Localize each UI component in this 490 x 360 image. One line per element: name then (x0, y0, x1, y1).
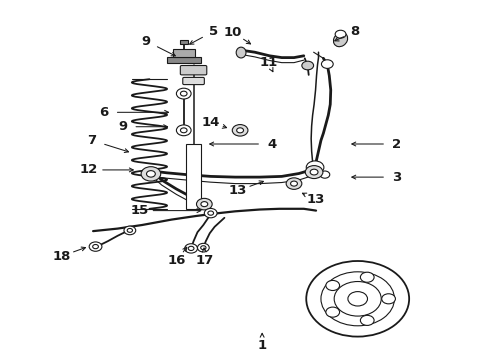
Circle shape (147, 171, 155, 177)
Circle shape (326, 307, 340, 317)
Text: 5: 5 (209, 25, 218, 38)
Circle shape (306, 161, 324, 174)
Bar (180, 40, 188, 44)
Circle shape (188, 246, 194, 251)
Text: 15: 15 (130, 204, 149, 217)
Circle shape (302, 61, 314, 70)
Circle shape (321, 272, 394, 326)
Text: 13: 13 (228, 184, 247, 197)
Text: 10: 10 (224, 26, 243, 39)
Text: 8: 8 (351, 25, 360, 38)
Circle shape (237, 128, 244, 133)
Circle shape (326, 280, 340, 291)
Bar (167, 57, 201, 63)
Ellipse shape (334, 32, 347, 47)
Text: 18: 18 (52, 250, 71, 263)
Circle shape (93, 244, 98, 249)
Text: 6: 6 (99, 106, 108, 119)
Circle shape (201, 246, 206, 249)
Text: 3: 3 (392, 171, 401, 184)
Circle shape (286, 178, 302, 189)
Circle shape (306, 261, 409, 337)
FancyBboxPatch shape (180, 66, 207, 75)
Circle shape (348, 292, 368, 306)
Ellipse shape (236, 47, 246, 58)
Circle shape (185, 244, 197, 253)
Circle shape (124, 226, 136, 235)
Circle shape (360, 315, 374, 325)
Text: 2: 2 (392, 138, 401, 150)
Bar (173, 49, 195, 57)
Text: 9: 9 (142, 35, 150, 48)
Text: 4: 4 (268, 138, 276, 150)
Circle shape (197, 243, 209, 252)
Circle shape (360, 272, 374, 282)
Circle shape (180, 128, 187, 133)
Circle shape (141, 167, 161, 181)
Text: 16: 16 (167, 255, 186, 267)
Text: 7: 7 (88, 134, 97, 147)
Circle shape (176, 88, 191, 99)
Text: 11: 11 (259, 57, 278, 69)
Circle shape (232, 125, 248, 136)
Circle shape (335, 30, 346, 38)
Circle shape (127, 229, 132, 232)
Circle shape (321, 60, 333, 68)
Text: 9: 9 (118, 120, 127, 133)
Text: 1: 1 (258, 339, 267, 352)
Circle shape (180, 91, 187, 96)
Text: 14: 14 (201, 116, 220, 129)
Circle shape (89, 242, 102, 251)
Circle shape (310, 169, 318, 175)
Circle shape (201, 202, 208, 207)
FancyBboxPatch shape (183, 77, 204, 85)
Circle shape (291, 181, 297, 186)
Text: 12: 12 (80, 163, 98, 176)
Circle shape (320, 171, 330, 178)
Circle shape (204, 208, 217, 218)
Circle shape (196, 198, 212, 210)
Bar (186, 144, 201, 209)
Circle shape (382, 294, 395, 304)
Circle shape (305, 166, 323, 179)
Circle shape (176, 125, 191, 136)
Text: 13: 13 (307, 193, 325, 206)
Circle shape (334, 282, 381, 316)
Text: 17: 17 (196, 255, 214, 267)
Circle shape (208, 211, 214, 215)
